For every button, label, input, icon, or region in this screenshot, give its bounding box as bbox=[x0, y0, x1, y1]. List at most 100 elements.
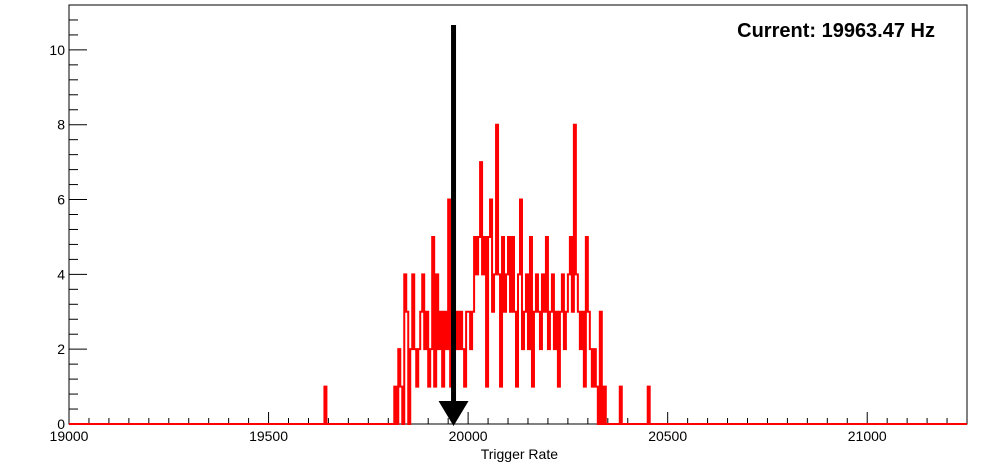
histogram-bin bbox=[604, 387, 606, 424]
histogram-bin bbox=[468, 312, 470, 424]
histogram-bin bbox=[568, 274, 570, 424]
histogram-bin bbox=[600, 312, 602, 424]
x-tick-label: 19500 bbox=[249, 428, 288, 444]
histogram-bin bbox=[584, 387, 586, 424]
histogram-bin bbox=[582, 312, 584, 424]
histogram-bin bbox=[512, 237, 514, 424]
histogram-bin bbox=[494, 274, 496, 424]
histogram-bin bbox=[586, 237, 588, 424]
histogram-bin bbox=[492, 312, 494, 424]
histogram-bin bbox=[490, 200, 492, 424]
histogram-bin bbox=[420, 312, 422, 424]
histogram-bin bbox=[554, 349, 556, 424]
histogram-bin bbox=[500, 387, 502, 424]
histogram-bin bbox=[566, 312, 568, 424]
y-axis-ticks: 0 2 4 6 8 10 bbox=[49, 4, 87, 432]
histogram-bin bbox=[498, 274, 500, 424]
histogram-bin bbox=[524, 312, 526, 424]
histogram-bin bbox=[528, 349, 530, 424]
histogram-bin bbox=[496, 125, 498, 424]
histogram-bin bbox=[574, 125, 576, 424]
x-tick-label: 20500 bbox=[648, 428, 687, 444]
histogram-bin bbox=[538, 312, 540, 424]
histogram-bin bbox=[540, 349, 542, 424]
histogram-bin bbox=[594, 349, 596, 424]
histogram-bin bbox=[532, 387, 534, 424]
histogram-bin bbox=[404, 274, 406, 424]
histogram-bin bbox=[414, 349, 416, 424]
current-rate-arrow bbox=[438, 25, 469, 426]
histogram-bin bbox=[418, 349, 420, 424]
histogram-bin bbox=[432, 237, 434, 424]
histogram-bin bbox=[572, 312, 574, 424]
histogram-bin bbox=[410, 349, 412, 424]
histogram-bin bbox=[406, 312, 408, 424]
histogram-bin bbox=[324, 387, 326, 424]
y-tick-label: 6 bbox=[57, 192, 65, 208]
histogram-bin bbox=[578, 312, 580, 424]
histogram-bin bbox=[552, 274, 554, 424]
histogram-bin bbox=[470, 349, 472, 424]
histogram-bin bbox=[484, 237, 486, 424]
histogram-bin bbox=[550, 312, 552, 424]
current-rate-label: Current: 19963.47 Hz bbox=[737, 20, 935, 42]
histogram-bin bbox=[556, 312, 558, 424]
histogram-bin bbox=[506, 274, 508, 424]
histogram-bin bbox=[476, 274, 478, 424]
histogram-bin bbox=[588, 312, 590, 424]
histogram-bin bbox=[546, 237, 548, 424]
histogram-bin bbox=[400, 387, 402, 424]
histogram-bin bbox=[502, 237, 504, 424]
x-tick-label: 19000 bbox=[50, 428, 89, 444]
histogram-bin bbox=[620, 387, 622, 424]
histogram-bin bbox=[514, 312, 516, 424]
histogram-bin bbox=[478, 237, 480, 424]
histogram-bars bbox=[69, 123, 967, 425]
y-tick-label: 0 bbox=[57, 416, 65, 432]
histogram-bin bbox=[564, 349, 566, 424]
x-tick-label: 21000 bbox=[848, 428, 887, 444]
histogram-bin bbox=[394, 387, 396, 424]
histogram-bin bbox=[648, 387, 650, 424]
histogram-bin bbox=[480, 162, 482, 424]
histogram-outline bbox=[69, 123, 967, 425]
histogram-bin bbox=[530, 237, 532, 424]
histogram-bin bbox=[536, 274, 538, 424]
histogram-bin bbox=[542, 274, 544, 424]
histogram-bin bbox=[424, 349, 426, 424]
histogram-bin bbox=[440, 312, 442, 424]
histogram-bin bbox=[592, 387, 594, 424]
histogram-bin bbox=[570, 237, 572, 424]
histogram-bin bbox=[558, 387, 560, 424]
histogram-bin bbox=[504, 312, 506, 424]
histogram-bin bbox=[482, 274, 484, 424]
histogram-bin bbox=[472, 312, 474, 424]
histogram-bin bbox=[422, 274, 424, 424]
histogram-bin bbox=[580, 349, 582, 424]
histogram-bin bbox=[466, 312, 468, 424]
histogram-bin bbox=[576, 274, 578, 424]
histogram-bin bbox=[448, 200, 450, 424]
histogram-bin bbox=[508, 237, 510, 424]
histogram-bin bbox=[522, 349, 524, 424]
histogram-bin bbox=[526, 274, 528, 424]
histogram-bin bbox=[474, 237, 476, 424]
histogram-bin bbox=[428, 387, 430, 424]
histogram-bin bbox=[534, 312, 536, 424]
histogram-bin bbox=[516, 387, 518, 424]
histogram-bin bbox=[398, 349, 400, 424]
y-tick-label: 4 bbox=[57, 266, 65, 282]
histogram-bin bbox=[520, 200, 522, 424]
histogram-bin bbox=[590, 349, 592, 424]
histogram-bin bbox=[488, 237, 490, 424]
histogram-bin bbox=[596, 387, 598, 424]
x-tick-label: 20000 bbox=[449, 428, 488, 444]
y-tick-label: 2 bbox=[57, 341, 65, 357]
histogram-bin bbox=[412, 274, 414, 424]
histogram-bin bbox=[436, 274, 438, 424]
histogram-bin bbox=[462, 349, 464, 424]
histogram-bin bbox=[426, 312, 428, 424]
histogram-bin bbox=[562, 274, 564, 424]
y-tick-label: 10 bbox=[49, 42, 65, 58]
